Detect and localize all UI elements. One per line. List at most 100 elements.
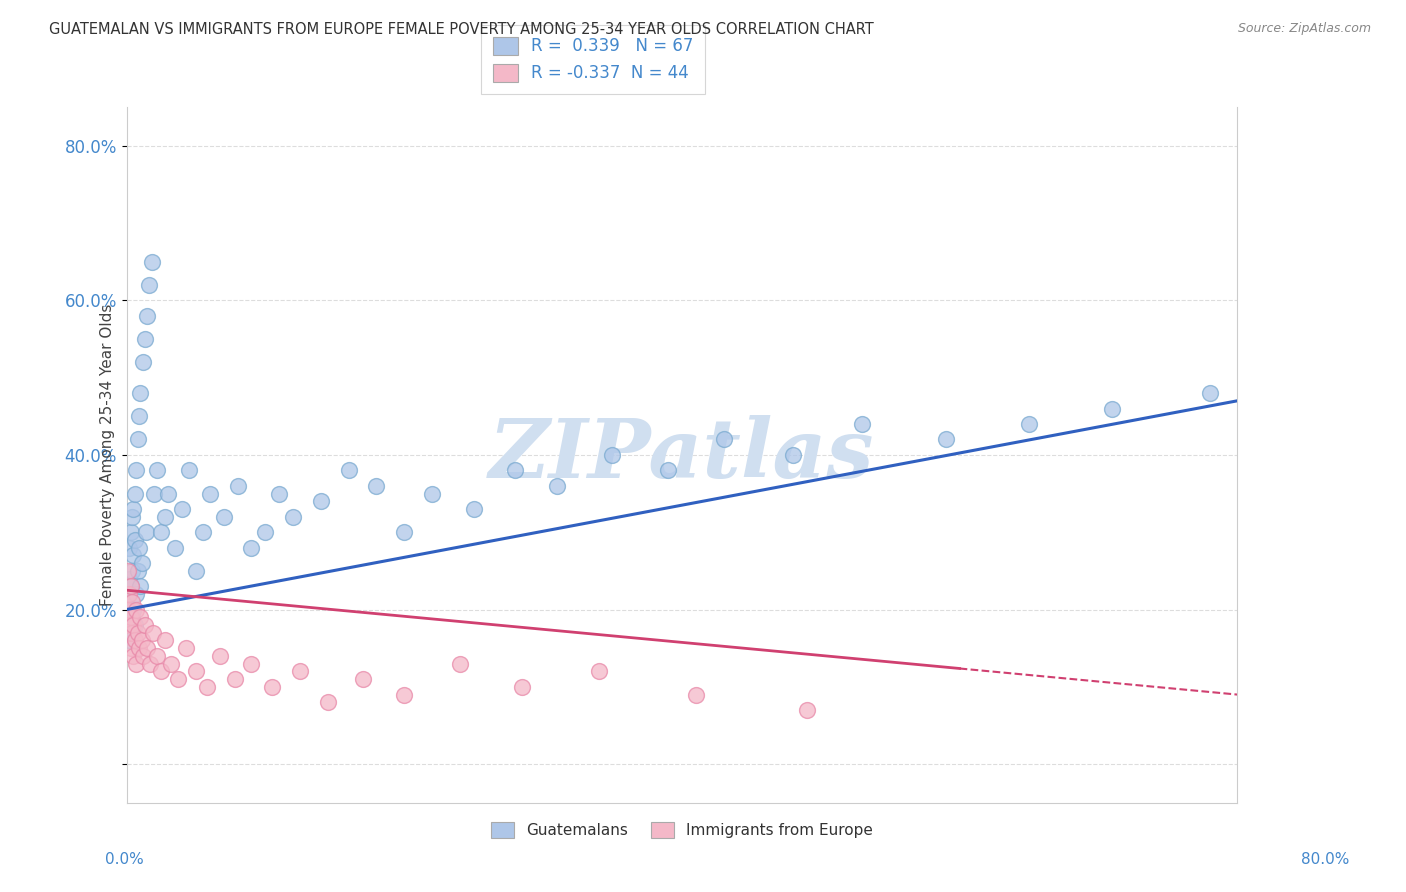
Point [122, 618, 145, 632]
Point [117, 618, 139, 632]
Point [128, 641, 150, 656]
Point [125, 602, 148, 616]
Point [155, 509, 177, 524]
Text: ZIPatlas: ZIPatlas [489, 415, 875, 495]
Point [146, 463, 169, 477]
Point [129, 579, 152, 593]
Point [503, 463, 526, 477]
Point [160, 657, 183, 671]
Point [198, 486, 221, 500]
Point [240, 541, 263, 555]
Point [150, 525, 173, 540]
Point [129, 610, 152, 624]
Point [316, 695, 339, 709]
Point [212, 509, 235, 524]
Point [122, 549, 145, 563]
Point [1018, 417, 1040, 431]
Point [184, 564, 207, 578]
Point [134, 332, 156, 346]
Point [713, 433, 735, 447]
Point [143, 486, 166, 500]
Point [420, 486, 443, 500]
Y-axis label: Female Poverty Among 25-34 Year Olds: Female Poverty Among 25-34 Year Olds [100, 304, 115, 606]
Point [449, 657, 471, 671]
Point [121, 625, 143, 640]
Point [135, 525, 157, 540]
Point [117, 564, 139, 578]
Point [127, 564, 149, 578]
Point [142, 625, 165, 640]
Point [184, 665, 207, 679]
Point [128, 541, 150, 555]
Point [134, 618, 156, 632]
Point [125, 657, 148, 671]
Point [128, 409, 150, 424]
Point [132, 648, 155, 663]
Point [1198, 386, 1220, 401]
Point [120, 579, 142, 593]
Point [165, 541, 187, 555]
Point [125, 463, 148, 477]
Point [118, 633, 141, 648]
Point [394, 525, 416, 540]
Point [118, 572, 141, 586]
Point [136, 641, 159, 656]
Point [224, 672, 246, 686]
Point [782, 448, 804, 462]
Point [510, 680, 533, 694]
Point [172, 502, 194, 516]
Point [127, 625, 149, 640]
Point [657, 463, 679, 477]
Text: GUATEMALAN VS IMMIGRANTS FROM EUROPE FEMALE POVERTY AMONG 25-34 YEAR OLDS CORREL: GUATEMALAN VS IMMIGRANTS FROM EUROPE FEM… [49, 22, 875, 37]
Point [120, 525, 142, 540]
Point [157, 486, 180, 500]
Point [226, 479, 249, 493]
Point [167, 672, 190, 686]
Point [124, 633, 146, 648]
Point [195, 680, 218, 694]
Point [208, 648, 231, 663]
Point [117, 602, 139, 616]
Point [141, 254, 163, 268]
Point [131, 556, 153, 570]
Point [120, 625, 142, 640]
Point [288, 665, 311, 679]
Point [121, 595, 143, 609]
Point [131, 633, 153, 648]
Point [174, 641, 197, 656]
Point [118, 587, 141, 601]
Point [139, 657, 162, 671]
Point [129, 386, 152, 401]
Point [122, 648, 145, 663]
Point [394, 688, 416, 702]
Point [117, 587, 139, 601]
Point [262, 680, 284, 694]
Text: 0.0%: 0.0% [105, 852, 145, 867]
Point [337, 463, 360, 477]
Point [124, 486, 146, 500]
Point [352, 672, 374, 686]
Point [118, 541, 141, 555]
Point [463, 502, 485, 516]
Point [120, 610, 142, 624]
Point [121, 509, 143, 524]
Point [118, 618, 141, 632]
Point [796, 703, 818, 717]
Point [309, 494, 332, 508]
Point [124, 618, 146, 632]
Point [588, 665, 610, 679]
Point [122, 602, 145, 616]
Point [122, 502, 145, 516]
Point [155, 633, 177, 648]
Point [546, 479, 568, 493]
Point [121, 610, 143, 624]
Point [120, 641, 142, 656]
Point [1101, 401, 1123, 416]
Point [240, 657, 263, 671]
Point [125, 587, 148, 601]
Point [138, 277, 160, 292]
Point [366, 479, 388, 493]
Point [118, 602, 141, 616]
Point [121, 564, 143, 578]
Point [269, 486, 291, 500]
